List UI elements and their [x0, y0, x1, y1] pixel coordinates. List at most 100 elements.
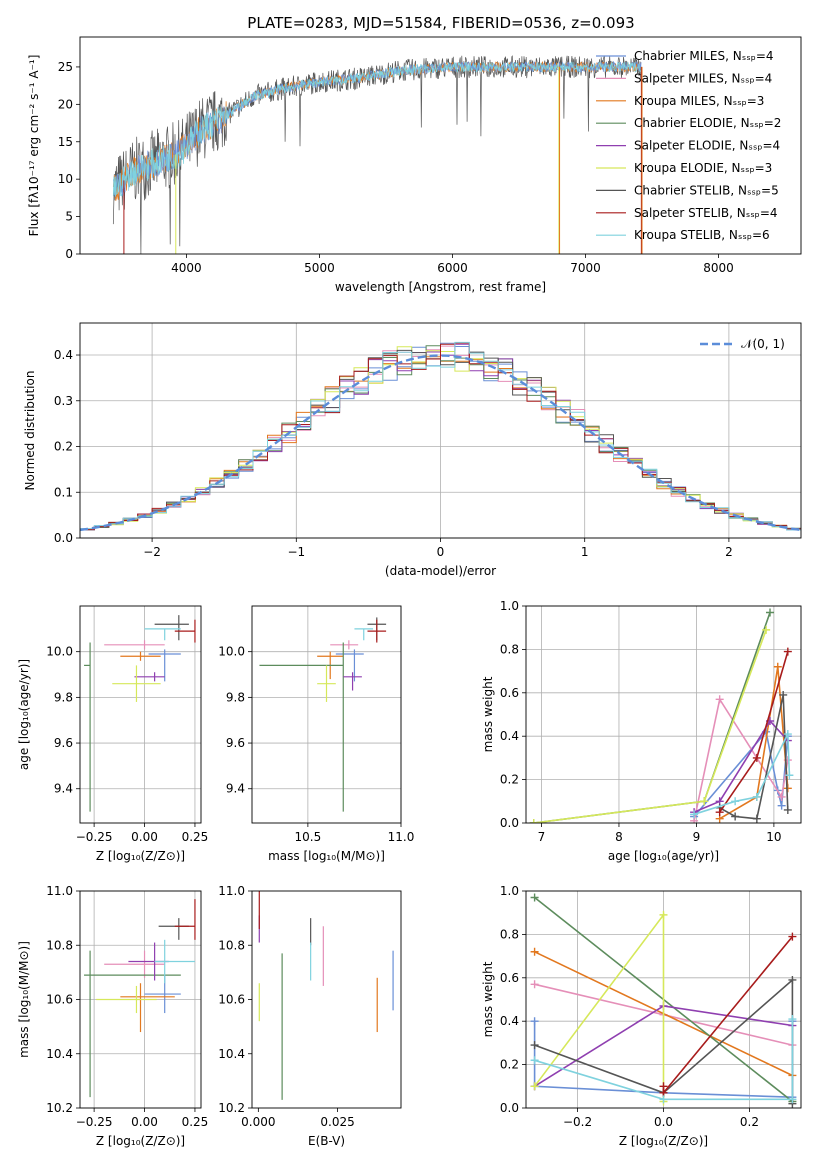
y-tick-label: 10.2 [46, 1101, 73, 1115]
weight-marker [785, 771, 794, 780]
weight-marker [731, 812, 740, 821]
weight-marker [690, 810, 699, 819]
x-axis-label: mass [log₁₀(M/M⊙)] [268, 849, 385, 863]
x-tick-label: 11.0 [388, 830, 415, 844]
histogram-step [80, 341, 801, 531]
weight-marker [659, 1095, 668, 1104]
plot-frame [79, 605, 202, 824]
y-tick-label: 10.0 [218, 645, 245, 659]
weight-marker [752, 814, 761, 823]
y-tick-label: 0.2 [54, 440, 73, 454]
y-tick-label: 10.4 [46, 1047, 73, 1061]
errorbar-point [174, 899, 196, 940]
y-axis-label: mass weight [481, 961, 495, 1037]
mass_vs_Z-panel: −0.25 0.00 0.25 10.2 10.4 10.6 10.8 11.0 Z [log₁… [17, 884, 208, 1148]
y-tick-label: 10.4 [218, 1047, 245, 1061]
y-tick-label: 0.0 [500, 1101, 519, 1115]
errorbar-point [354, 628, 374, 641]
x-tick-label: 0.2 [740, 1115, 759, 1129]
errorbar-point [134, 672, 165, 682]
y-tick-label: 0.3 [54, 394, 73, 408]
x-axis-label: Z [log₁₀(Z/Z⊙)] [619, 1134, 708, 1148]
x-axis-label: wavelength [Angstrom, rest frame] [335, 280, 546, 294]
plot-frame [251, 605, 402, 824]
spectrum-lines [112, 55, 643, 254]
x-tick-label: 5000 [304, 261, 335, 275]
weight-marker [788, 1095, 797, 1104]
y-tick-label: 25 [58, 60, 73, 74]
mass_vs_Z-points [84, 899, 196, 1098]
errorbar-point [148, 649, 181, 682]
x-tick-label: −0.25 [76, 1115, 113, 1129]
weight-marker [752, 792, 761, 801]
weight_vs_age-panel: 7 8 9 10 0.0 0.2 0.4 0.6 0.8 1.0 age [log₁₀(age/yr… [481, 599, 802, 863]
errorbar-point [174, 619, 196, 643]
weight-marker [773, 662, 782, 671]
y-axis-label: Normed distribution [23, 371, 37, 491]
weight_vs_age-lines [529, 608, 794, 823]
y-tick-label: 0.2 [500, 1058, 519, 1072]
errorbar-point [154, 615, 189, 641]
y-tick-label: 20 [58, 97, 73, 111]
weight-marker [788, 932, 797, 941]
x-tick-label: 6000 [437, 261, 468, 275]
legend-label: 𝒩(0, 1) [741, 337, 785, 351]
y-tick-label: 10.6 [218, 993, 245, 1007]
spectrum-legend: Chabrier MILES, Nₛₛₚ=4 Salpeter MILES, Nₛ… [596, 49, 781, 242]
weight-marker [715, 808, 724, 817]
weight-marker [731, 797, 740, 806]
weight_vs_Z-lines [530, 893, 797, 1108]
y-tick-label: 0.4 [54, 348, 73, 362]
x-tick-label: −1 [287, 545, 305, 559]
x-axis-label: Z [log₁₀(Z/Z⊙)] [96, 849, 185, 863]
weight-line [693, 697, 789, 821]
errorbar-point [154, 939, 195, 984]
x-tick-label: 10.5 [295, 830, 322, 844]
legend-label: Kroupa ELODIE, Nₛₛₚ=3 [634, 161, 772, 175]
figure-title: PLATE=0283, MJD=51584, FIBERID=0536, z=0… [247, 14, 634, 32]
y-tick-label: 0.2 [500, 773, 519, 787]
x-axis-label: E(B-V) [308, 1134, 345, 1148]
x-tick-label: 0.025 [320, 1115, 354, 1129]
y-tick-label: 0.0 [54, 531, 73, 545]
errorbar-point [96, 985, 157, 1014]
x-tick-label: 0.25 [182, 830, 209, 844]
weight-marker [530, 980, 539, 989]
x-tick-label: 8000 [703, 261, 734, 275]
weight_vs_Z-panel: −0.2 0.0 0.2 0.0 0.2 0.4 0.6 0.8 1.0 Z [log₁₀(Z/Z… [481, 884, 802, 1148]
y-tick-label: 10.8 [46, 938, 73, 952]
errorbar-point [84, 642, 91, 812]
errorbar-point [335, 649, 364, 682]
weight-marker [766, 608, 775, 617]
plot-frame [525, 605, 802, 824]
y-tick-label: 1.0 [500, 599, 519, 613]
x-tick-label: 0.000 [241, 1115, 275, 1129]
errorbar-point [84, 950, 181, 1098]
age_vs_mass-points [259, 617, 387, 812]
weight-marker [530, 1017, 539, 1026]
weight-marker [700, 797, 709, 806]
y-tick-label: 0.0 [500, 816, 519, 830]
weight-marker [783, 647, 792, 656]
errorbar-point [120, 651, 161, 661]
y-tick-label: 0.6 [500, 971, 519, 985]
legend-label: Chabrier ELODIE, Nₛₛₚ=2 [634, 116, 781, 130]
errorbar-point [104, 640, 165, 650]
errorbar-point [317, 665, 336, 702]
errorbar-point [120, 983, 175, 1033]
y-tick-label: 10 [58, 172, 73, 186]
histograms [80, 341, 801, 532]
errorbar-point [367, 619, 387, 643]
plot-frame [79, 890, 202, 1109]
plot-frame [525, 890, 802, 1109]
y-tick-label: 0.6 [500, 686, 519, 700]
x-tick-label: 4000 [171, 261, 202, 275]
y-tick-label: 9.4 [54, 782, 73, 796]
weight-marker [783, 805, 792, 814]
errorbar-point [158, 918, 189, 940]
errorbar-point [259, 642, 344, 812]
weight-line [693, 719, 789, 813]
errorbar-point [343, 672, 362, 691]
weight-marker [762, 625, 771, 634]
